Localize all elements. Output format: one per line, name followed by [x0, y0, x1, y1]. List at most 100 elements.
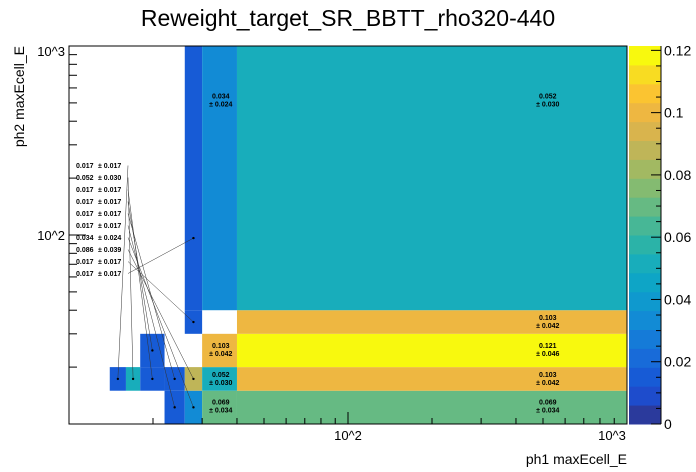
cell-value-label: 0.069 [539, 400, 557, 407]
heatmap-cell [236, 310, 627, 334]
colorbar-tick-label: 0.06 [664, 229, 691, 245]
callout-leader-line [127, 225, 175, 408]
cell-value-label: 0.052 [539, 94, 557, 101]
colorbar-swatch [629, 159, 661, 179]
cell-value-label: 0.103 [539, 315, 557, 322]
cell-error-label: ± 0.017 [98, 199, 121, 206]
x-tick-label: 10^3 [598, 428, 626, 443]
colorbar-swatch [629, 83, 661, 104]
heatmap-cell [202, 367, 237, 391]
callout-leader-line [127, 261, 194, 323]
y-axis-label: ph2 maxEcell_E [11, 46, 27, 147]
cell-value-label: 0.017 [76, 259, 94, 266]
callout-leader-line [127, 177, 134, 379]
x-axis-label: ph1 maxEcell_E [526, 451, 627, 467]
colorbar-swatch [629, 216, 661, 236]
cell-error-label: ± 0.039 [98, 247, 121, 254]
colorbar-swatch [629, 235, 661, 255]
colorbar: 0 0.02 0.04 0.06 0.08 0.1 0.12 [629, 42, 691, 432]
cell-error-label: ± 0.042 [536, 323, 559, 330]
cell-value-label: 0.121 [539, 343, 557, 350]
cell-error-label: ± 0.042 [209, 351, 232, 358]
heatmap-cell [202, 46, 237, 311]
cell-error-label: ± 0.046 [536, 351, 559, 358]
cell-error-label: ± 0.034 [209, 408, 232, 415]
cell-error-label: ± 0.017 [98, 271, 121, 278]
cell-error-label: ± 0.042 [536, 380, 559, 387]
callout-anchor-dot [151, 349, 154, 352]
cell-value-label: 0.069 [212, 400, 230, 407]
colorbar-swatch [629, 46, 661, 66]
callout-anchor-dot [173, 406, 176, 409]
callout-leader-line [127, 201, 153, 351]
callout-anchor-dot [192, 320, 195, 324]
cell-value-label: 0.017 [76, 271, 94, 278]
cell-value-label: 0.017 [76, 163, 94, 170]
colorbar-swatch [629, 64, 661, 85]
cell-value-label: 0.017 [76, 223, 94, 230]
colorbar-tick-label: 0.12 [664, 42, 691, 58]
cell-value-label: 0.017 [76, 187, 94, 194]
cell-value-label: 0.034 [76, 235, 94, 242]
x-tick-label: 10^2 [334, 428, 362, 443]
cell-value-label: 0.103 [539, 372, 557, 379]
colorbar-swatch [629, 329, 661, 349]
chart-title: Reweight_target_SR_BBTT_rho320-440 [141, 5, 555, 31]
heatmap-cell [236, 367, 627, 391]
cell-error-label: ± 0.034 [536, 408, 559, 415]
cell-error-label: ± 0.017 [98, 211, 121, 218]
callout-leader-line [127, 237, 194, 408]
heatmap-cell [236, 46, 627, 311]
callout-anchor-dot [131, 377, 135, 381]
cell-error-label: ± 0.030 [98, 175, 121, 182]
colorbar-swatch [629, 405, 661, 425]
colorbar-swatch [629, 291, 661, 312]
heatmap-cell [202, 333, 237, 368]
colorbar-tick-label: 0.1 [664, 105, 684, 121]
y-tick-label: 10^3 [37, 44, 65, 59]
callout-anchor-dot [192, 377, 195, 381]
cell-error-label: ± 0.030 [536, 102, 559, 109]
heatmap-cell [236, 333, 627, 368]
colorbar-swatch [629, 272, 661, 293]
heatmap-cell [184, 46, 203, 311]
colorbar-swatch [629, 310, 661, 330]
cell-value-label: 0.017 [76, 211, 94, 218]
heatmap-cell [202, 390, 237, 424]
cell-value-label: 0.052 [76, 175, 94, 182]
colorbar-swatch [629, 140, 661, 160]
callout-anchor-dot [151, 377, 154, 381]
callout-anchor-dot [192, 236, 195, 240]
cell-error-label: ± 0.017 [98, 163, 121, 170]
colorbar-swatch [629, 386, 661, 406]
cell-value-label: 0.017 [76, 199, 94, 206]
cell-error-label: ± 0.017 [98, 223, 121, 230]
cell-value-label: 0.034 [212, 94, 230, 101]
colorbar-swatch [629, 121, 661, 141]
callout-leaders [116, 165, 195, 409]
colorbar-swatch [629, 197, 661, 217]
cell-error-label: ± 0.024 [98, 235, 121, 242]
cell-value-label: 0.103 [212, 343, 230, 350]
colorbar-tick-label: 0.08 [664, 167, 691, 183]
colorbar-tick-label: 0.02 [664, 354, 691, 370]
colorbar-tick-label: 0 [664, 416, 672, 432]
callout-leader-line [127, 237, 194, 274]
callout-leader-line [127, 213, 175, 379]
callout-anchor-dot [116, 377, 120, 381]
callout-leader-line [127, 189, 153, 379]
colorbar-swatch [629, 348, 661, 368]
cell-error-label: ± 0.017 [98, 259, 121, 266]
cell-value-label: 0.086 [76, 247, 94, 254]
cell-error-label: ± 0.030 [209, 380, 232, 387]
colorbar-swatch [629, 178, 661, 198]
cell-value-label: 0.052 [212, 372, 230, 379]
cell-error-label: ± 0.024 [209, 102, 232, 109]
colorbar-swatch [629, 253, 661, 274]
colorbar-tick-label: 0.04 [664, 291, 691, 307]
colorbar-swatch [629, 367, 661, 387]
callout-leader-line [117, 165, 129, 379]
colorbar-swatch [629, 102, 661, 123]
